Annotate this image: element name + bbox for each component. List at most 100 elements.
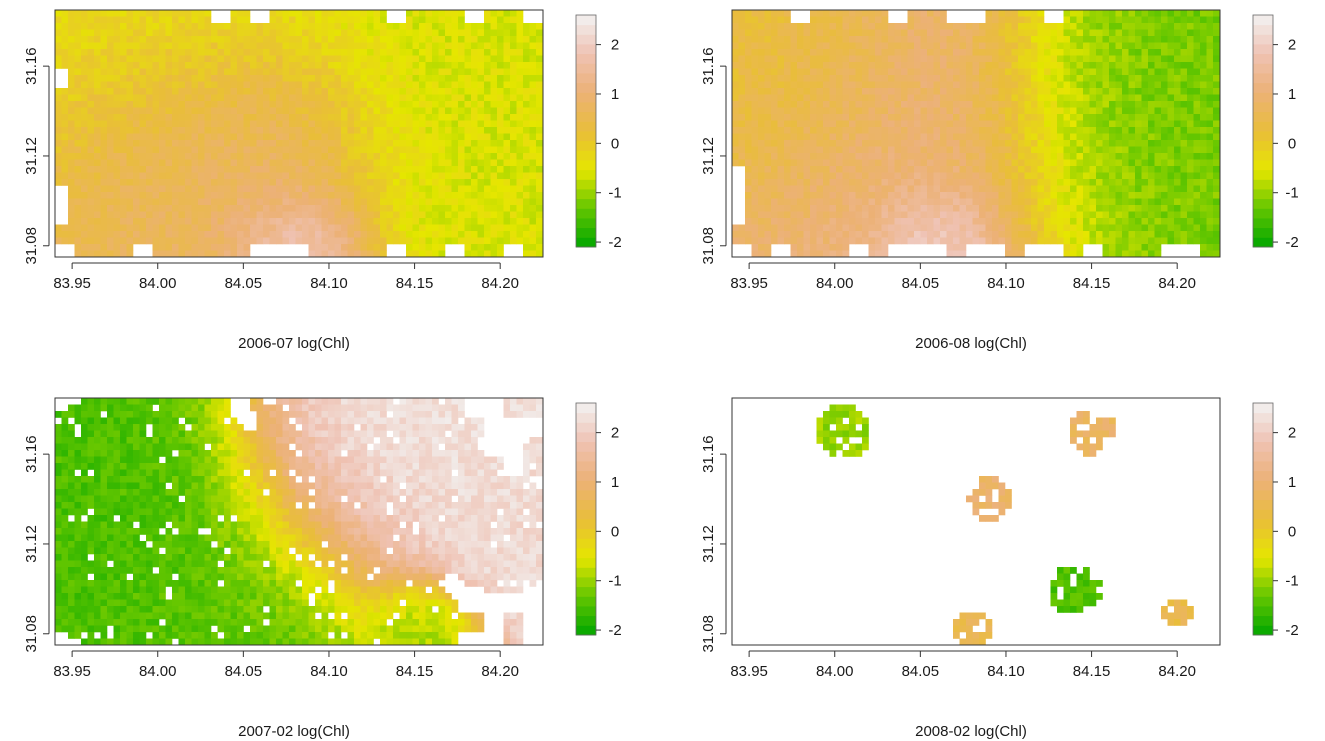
raster-cell <box>100 244 108 251</box>
raster-cell <box>321 23 329 30</box>
raster-cell <box>985 192 993 199</box>
raster-cell <box>1024 42 1032 50</box>
raster-cell <box>894 81 902 89</box>
raster-cell <box>159 146 166 154</box>
raster-cell <box>849 42 856 50</box>
raster-cell <box>875 29 882 37</box>
raster-cell <box>406 107 413 115</box>
raster-cell <box>282 88 290 95</box>
raster-cell <box>172 224 179 232</box>
raster-cell <box>451 62 459 69</box>
raster-cell <box>901 68 908 76</box>
raster-cell <box>529 211 537 219</box>
raster-cell <box>510 49 517 56</box>
raster-cell <box>139 29 147 37</box>
raster-cell <box>523 244 530 251</box>
raster-cell <box>295 81 303 89</box>
raster-cell <box>386 81 394 89</box>
raster-cell <box>412 29 420 37</box>
raster-cell <box>250 198 257 206</box>
raster-cell <box>503 133 511 141</box>
raster-cell <box>191 224 199 232</box>
raster-cell <box>126 127 134 134</box>
raster-cell <box>321 49 329 56</box>
raster-cell <box>529 29 537 37</box>
raster-cell <box>1102 133 1110 141</box>
raster-cell <box>380 244 387 251</box>
raster-cell <box>1102 159 1110 167</box>
raster-cell <box>146 75 153 82</box>
raster-cell <box>230 114 238 121</box>
raster-cell <box>133 10 140 17</box>
raster-cell <box>243 146 251 154</box>
raster-cell <box>1089 29 1097 37</box>
raster-cell <box>503 205 511 212</box>
raster-cell <box>146 10 153 17</box>
raster-cell <box>367 172 374 180</box>
raster-cell <box>211 127 218 134</box>
raster-cell <box>484 114 491 121</box>
raster-cell <box>250 205 257 212</box>
raster-cell <box>516 211 524 219</box>
raster-cell <box>1076 179 1084 186</box>
raster-cell <box>185 81 192 89</box>
raster-cell <box>745 62 752 69</box>
raster-cell <box>875 166 882 173</box>
raster-cell <box>68 36 75 43</box>
raster-cell <box>536 244 543 251</box>
raster-cell <box>315 166 322 173</box>
raster-cell <box>445 114 452 121</box>
raster-cell <box>484 179 491 186</box>
raster-cell <box>367 166 374 173</box>
raster-cell <box>1050 81 1058 89</box>
raster-cell <box>966 62 973 69</box>
raster-cell <box>816 101 824 108</box>
raster-cell <box>1076 55 1084 63</box>
raster-cell <box>380 81 387 89</box>
raster-cell <box>165 153 173 160</box>
raster-cell <box>823 81 830 89</box>
raster-cell <box>250 62 257 69</box>
raster-cell <box>315 237 322 245</box>
raster-cell <box>738 75 746 82</box>
raster-cell <box>1011 16 1019 24</box>
raster-cell <box>979 153 986 160</box>
raster-cell <box>1174 10 1181 17</box>
raster-cell <box>263 179 270 186</box>
raster-cell <box>823 62 830 69</box>
raster-cell <box>992 10 999 17</box>
raster-cell <box>777 36 785 43</box>
raster-cell <box>992 120 999 128</box>
raster-cell <box>758 62 765 69</box>
raster-cell <box>451 107 459 115</box>
plot-frame <box>54 9 544 258</box>
raster-cell <box>354 42 361 50</box>
raster-cell <box>927 55 934 63</box>
raster-cell <box>1213 101 1220 108</box>
raster-cell <box>1128 23 1136 30</box>
raster-cell <box>868 140 876 147</box>
raster-cell <box>842 133 850 141</box>
raster-cell <box>797 101 804 108</box>
raster-cell <box>347 159 355 167</box>
raster-cell <box>165 224 173 232</box>
raster-cell <box>185 29 192 37</box>
raster-cell <box>55 55 62 63</box>
raster-cell <box>536 81 543 89</box>
raster-cell <box>360 42 368 50</box>
raster-cell <box>243 237 251 245</box>
raster-cell <box>1024 140 1032 147</box>
raster-cell <box>328 140 335 147</box>
raster-cell <box>185 114 192 121</box>
raster-cell <box>738 114 746 121</box>
raster-cell <box>484 231 491 238</box>
raster-cell <box>334 94 342 102</box>
raster-cell <box>471 153 478 160</box>
raster-cell <box>81 140 88 147</box>
raster-cell <box>1031 36 1038 43</box>
raster-cell <box>393 55 400 63</box>
raster-cell <box>438 62 446 69</box>
raster-cell <box>120 88 127 95</box>
raster-cell <box>276 107 283 115</box>
raster-cell <box>230 62 238 69</box>
